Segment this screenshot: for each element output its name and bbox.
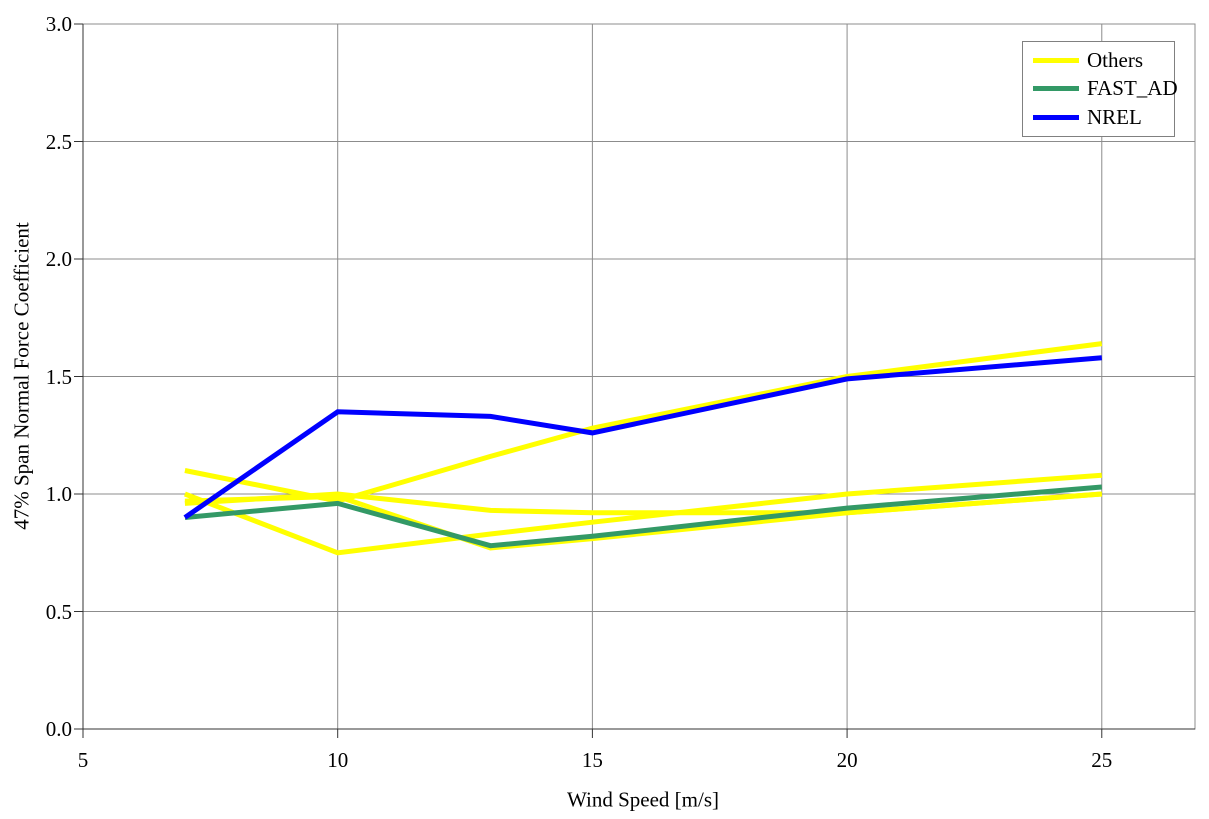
x-tick-label: 25	[1091, 748, 1113, 772]
y-tick-label: 1.0	[45, 482, 72, 506]
x-tick-label: 10	[327, 748, 349, 772]
y-tick-label: 2.5	[45, 129, 72, 154]
legend-label: Others	[1087, 47, 1143, 72]
series-line-others-4	[184, 491, 1102, 516]
legend-label: FAST_AD	[1087, 76, 1178, 101]
legend-item-others: Others	[1033, 48, 1170, 73]
y-tick-label: 2.0	[45, 247, 72, 271]
series-line-fast_ad	[184, 484, 1103, 549]
y-tick-label: 3.0	[45, 12, 72, 36]
x-axis-title: Wind Speed [m/s]	[567, 787, 719, 812]
x-tick-label: 5	[77, 748, 89, 772]
legend-swatch-others	[1033, 57, 1079, 63]
series-line-others-2	[184, 472, 1102, 556]
legend: Others FAST_AD NREL	[1022, 41, 1178, 137]
legend-item-nrel: NREL	[1033, 105, 1170, 130]
series-line-nrel	[183, 355, 1103, 520]
y-tick-label: 0.5	[45, 599, 72, 624]
x-tick-label: 20	[836, 748, 858, 772]
legend-label: NREL	[1087, 105, 1142, 130]
legend-swatch-fast_ad	[1033, 86, 1079, 92]
x-tick-label: 15	[581, 748, 603, 772]
y-tick-label: 0.0	[45, 717, 72, 741]
y-tick-label: 1.5	[45, 364, 72, 389]
legend-item-fast_ad: FAST_AD	[1033, 76, 1178, 101]
legend-swatch-nrel	[1033, 115, 1079, 121]
